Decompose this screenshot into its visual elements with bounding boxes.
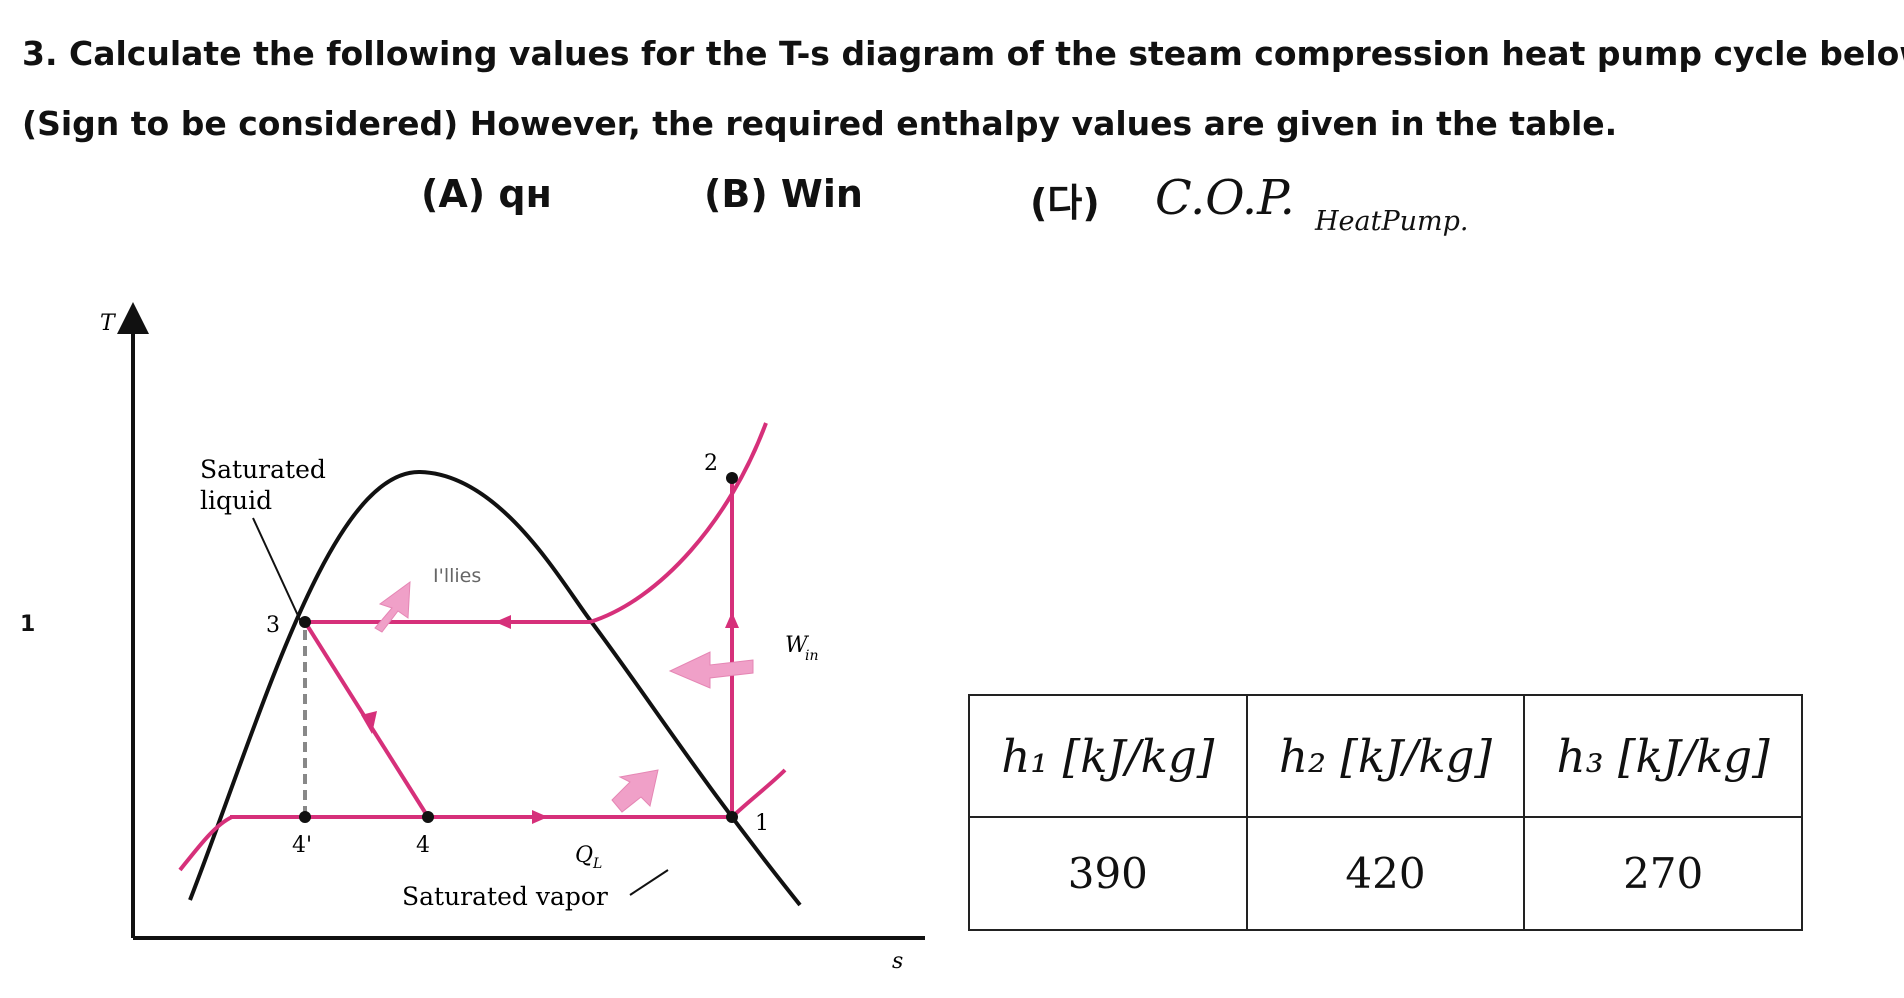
sat-liquid-label-2: liquid bbox=[200, 486, 272, 515]
table-cell-h2: 420 bbox=[1245, 816, 1526, 931]
arrow-2-to-3 bbox=[495, 615, 511, 629]
question-line-2: (Sign to be considered) However, the req… bbox=[22, 104, 1618, 143]
point-4 bbox=[422, 811, 434, 823]
arrow-4-to-1 bbox=[532, 810, 548, 824]
w-in-arrow-icon bbox=[668, 651, 754, 689]
point-1-label: 1 bbox=[755, 811, 769, 836]
table-header-h2: h₂ [kJ/kg] bbox=[1245, 694, 1526, 818]
point-2 bbox=[726, 472, 738, 484]
ts-diagram: T s Saturated liquid Saturated vapor 3 4… bbox=[100, 302, 925, 974]
question-line-1: 3. Calculate the following values for th… bbox=[22, 34, 1904, 73]
q-l-arrow-icon bbox=[611, 769, 659, 813]
table-row: 390 420 270 bbox=[968, 816, 1803, 931]
side-mark: 1 bbox=[20, 612, 36, 637]
point-3 bbox=[299, 616, 311, 628]
isobar-low bbox=[178, 815, 233, 872]
part-a-label: (A) qн bbox=[421, 172, 552, 216]
s-axis-label: s bbox=[892, 949, 903, 974]
part-c-label: (다) bbox=[1030, 181, 1100, 225]
point-2-label: 2 bbox=[704, 451, 718, 476]
point-4-label: 4 bbox=[416, 833, 430, 858]
point-1 bbox=[726, 811, 738, 823]
table-header-row: h₁ [kJ/kg] h₂ [kJ/kg] h₃ [kJ/kg] bbox=[968, 694, 1803, 818]
q-l-subscript: L bbox=[592, 856, 602, 872]
sat-liquid-leader bbox=[252, 517, 301, 621]
table-header-h3: h₃ [kJ/kg] bbox=[1523, 694, 1803, 818]
q-h-arrow-icon bbox=[374, 580, 411, 633]
point-3-label: 3 bbox=[266, 613, 280, 638]
table-header-h1: h₁ [kJ/kg] bbox=[968, 694, 1248, 818]
sat-liquid-label-1: Saturated bbox=[200, 455, 326, 484]
w-in-subscript: in bbox=[805, 648, 819, 664]
t-axis-label: T bbox=[100, 311, 117, 336]
cop-label: C.O.P. bbox=[1155, 170, 1295, 226]
point-4prime bbox=[299, 811, 311, 823]
w-in-label: W bbox=[785, 633, 810, 658]
isobar-low-right bbox=[730, 768, 787, 819]
arrow-3-to-4 bbox=[361, 711, 377, 734]
table-cell-h1: 390 bbox=[968, 816, 1248, 931]
superheat-curve bbox=[589, 422, 768, 624]
sat-vapor-label: Saturated vapor bbox=[402, 882, 608, 911]
saturation-dome bbox=[188, 469, 802, 907]
part-b-label: (B) Win bbox=[704, 172, 863, 216]
enthalpy-table: h₁ [kJ/kg] h₂ [kJ/kg] h₃ [kJ/kg] 390 420… bbox=[968, 694, 1803, 931]
q-h-label: I'llies bbox=[433, 565, 481, 587]
table-cell-h3: 270 bbox=[1523, 816, 1803, 931]
point-4prime-label: 4' bbox=[292, 833, 312, 858]
q-l-label: Q bbox=[575, 843, 593, 868]
arrow-1-to-2 bbox=[725, 612, 739, 628]
cop-subscript: HeatPump. bbox=[1315, 206, 1469, 237]
sat-vapor-leader bbox=[629, 869, 669, 896]
